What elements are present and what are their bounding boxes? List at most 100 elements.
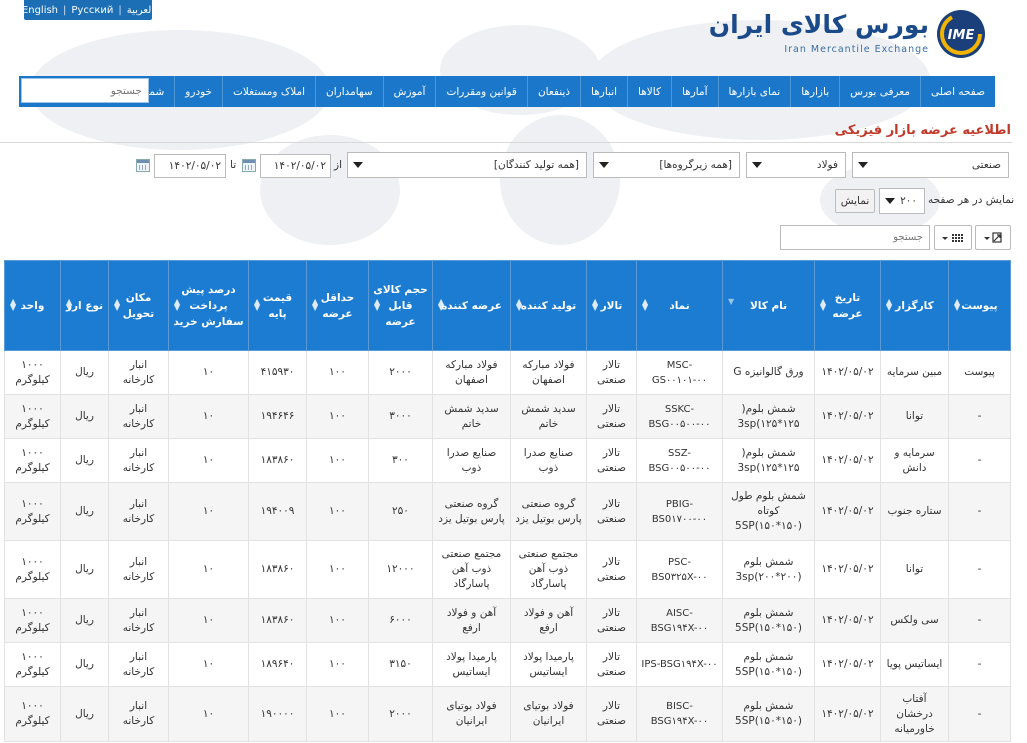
col-header-symbol[interactable]: نماد ▲ ▼ [636,260,723,351]
nav-education[interactable]: آموزش [382,76,436,107]
col-header-currency[interactable]: نوع ارز ▲ ▼ [60,260,109,351]
col-header-commodity-name[interactable]: نام کالا ▼ [722,260,815,351]
sort-icon: ▲ ▼ [114,297,121,312]
table-row[interactable]: - سی ولکس ۱۴۰۲/۰۵/۰۲ شمش بلوم 5SP(۱۵۰*۱۵۰) A… [4,598,1011,643]
chevron-down-icon [599,162,609,168]
from-label: از [334,159,342,171]
cell-attachment: - [948,482,1011,541]
per-page-value: ۲۰۰ [900,195,917,207]
nav-shareholders[interactable]: سهامداران [315,76,383,107]
nav-stakeholders[interactable]: ذینفعان [526,76,580,107]
to-date-input[interactable]: ۱۴۰۲/۰۵/۰۲ [154,154,226,178]
cell-attachment[interactable]: پیوست [948,350,1011,395]
columns-toggle-button[interactable] [934,225,972,250]
group-select[interactable]: فولاد [746,152,846,178]
table-row[interactable]: - آفتاب درخشان خاورمیانه ۱۴۰۲/۰۵/۰۲ شمش بلو… [4,686,1011,742]
nav-real-estate[interactable]: املاک ومستغلات [222,76,315,107]
cell-producer: آهن و فولاد ارفع [510,598,587,643]
subgroup-select[interactable]: [همه زیرگروه‌ها] [593,152,740,178]
col-header-attachment[interactable]: پیوست ▲ ▼ [948,260,1011,351]
cell-prepayment: ۱۰ [168,686,249,742]
table-row[interactable]: - ستاره جنوب ۱۴۰۲/۰۵/۰۲ شمش بلوم طول کوتاه … [4,482,1011,541]
col-header-prepayment[interactable]: درصد پیش پرداخت سفارش خرید ▲ ▼ [168,260,249,351]
cell-volume: ۱۲۰۰۰ [368,540,433,599]
cell-volume: ۲۵۰ [368,482,433,541]
col-header-hall[interactable]: تالار ▲ ▼ [586,260,637,351]
nav-regulations[interactable]: قوانین ومقررات [435,76,526,107]
sort-icon: ▲ ▼ [886,297,893,312]
col-header-supplier[interactable]: عرضه کننده ▲ ▼ [432,260,511,351]
site-search-input[interactable] [21,78,149,103]
lang-arabic[interactable]: العربية [126,4,155,16]
calendar-icon[interactable] [242,159,256,172]
cell-min-offer: ۱۰۰ [306,350,369,395]
col-header-broker[interactable]: کارگزار ▲ ▼ [880,260,949,351]
cell-supplier: صنایع صدرا ذوب [432,438,511,483]
table-row[interactable]: پیوست مبین سرمایه ۱۴۰۲/۰۵/۰۲ ورق گالوانیزه … [4,350,1011,395]
col-header-offer-date[interactable]: تاریخ عرضه ▲ ▼ [814,260,881,351]
cell-supplier: فولاد بوتیای ایرانیان [432,686,511,742]
cell-base-price: ۱۸۹۶۴۰ [248,642,307,687]
sort-icon: ▲ ▼ [516,297,523,312]
table-row[interactable]: - توانا ۱۴۰۲/۰۵/۰۲ شمش بلوم 3sp(۲۰۰*۲۰۰) PSC… [4,540,1011,599]
cell-delivery-place: انبار کارخانه [108,350,169,395]
sort-icon: ▲ ▼ [10,297,17,312]
cell-prepayment: ۱۰ [168,540,249,599]
cell-broker: توانا [880,394,949,439]
cell-supplier: گروه صنعتی پارس بوتیل یزد [432,482,511,541]
cell-attachment: - [948,438,1011,483]
sort-icon: ▲ ▼ [174,297,181,312]
col-header-producer[interactable]: تولید کننده ▲ ▼ [510,260,587,351]
table-row[interactable]: - توانا ۱۴۰۲/۰۵/۰۲ شمش بلوم( 3sp(۱۲۵*۱۲۵ SSK… [4,394,1011,439]
cell-delivery-place: انبار کارخانه [108,482,169,541]
nav-statistics[interactable]: آمارها [670,76,718,107]
nav-markets[interactable]: بازارها [790,76,839,107]
cell-currency: ریال [60,394,109,439]
col-header-delivery-place[interactable]: مکان تحویل ▲ ▼ [108,260,169,351]
col-header-volume[interactable]: حجم کالای قابل عرضه ▲ ▼ [368,260,433,351]
table-row[interactable]: - ایساتیس پویا ۱۴۰۲/۰۵/۰۲ شمش بلوم 5SP(۱۵۰*… [4,642,1011,687]
nav-warehouses[interactable]: انبارها [580,76,627,107]
cell-prepayment: ۱۰ [168,394,249,439]
cell-offer-date: ۱۴۰۲/۰۵/۰۲ [814,540,881,599]
nav-commodities[interactable]: کالاها [627,76,671,107]
table-row[interactable]: - سرمایه و دانش ۱۴۰۲/۰۵/۰۲ شمش بلوم( 3sp(۱۲… [4,438,1011,483]
lang-english[interactable]: English [21,4,59,16]
cell-volume: ۲۰۰۰ [368,350,433,395]
cell-commodity-name: شمش بلوم 5SP(۱۵۰*۱۵۰) [722,642,815,687]
cell-currency: ریال [60,598,109,643]
sort-icon: ▲ ▼ [438,297,445,312]
show-button[interactable]: نمایش [835,189,875,213]
cell-broker: سرمایه و دانش [880,438,949,483]
sort-icon: ▲ ▼ [642,297,649,312]
nav-cars[interactable]: خودرو [174,76,222,107]
cell-unit: ۱۰۰۰ کیلوگرم [4,350,61,395]
col-header-base-price[interactable]: قیمت پایه ▲ ▼ [248,260,307,351]
cell-hall: تالار صنعتی [586,598,637,643]
cell-hall: تالار صنعتی [586,686,637,742]
cell-broker: آفتاب درخشان خاورمیانه [880,686,949,742]
market-select[interactable]: صنعتی [852,152,1009,178]
col-header-min-offer[interactable]: حداقل عرضه ▲ ▼ [306,260,369,351]
per-page-select[interactable]: ۲۰۰ [879,188,925,214]
chevron-down-icon [353,162,363,168]
calendar-icon[interactable] [136,159,150,172]
cell-symbol: BISC-BSG۱۹۴X-۰۰ [636,686,723,742]
producer-select[interactable]: [همه تولید کنندگان] [347,152,587,178]
cell-base-price: ۱۸۳۸۶۰ [248,438,307,483]
nav-home[interactable]: صفحه اصلی [919,76,995,107]
cell-delivery-place: انبار کارخانه [108,438,169,483]
export-button[interactable] [975,225,1011,250]
nav-market-view[interactable]: نمای بازارها [717,76,791,107]
from-date-input[interactable]: ۱۴۰۲/۰۵/۰۲ [260,154,331,178]
nav-about[interactable]: معرفی بورس [839,76,920,107]
col-header-unit[interactable]: واحد ▲ ▼ [4,260,61,351]
site-logo[interactable]: بورس کالای ایران Iran Mercantile Exchang… [709,6,987,62]
cell-symbol: PBIG-BS0۱۷۰۰-۰۰ [636,482,723,541]
cell-base-price: ۱۹۰۰۰۰ [248,686,307,742]
cell-producer: صنایع صدرا ذوب [510,438,587,483]
table-search-input[interactable] [780,225,930,250]
cell-delivery-place: انبار کارخانه [108,540,169,599]
lang-russian[interactable]: Русский [71,4,114,16]
cell-symbol: AISC-BSG۱۹۴X-۰۰ [636,598,723,643]
